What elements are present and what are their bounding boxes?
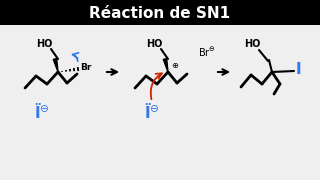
Text: HO: HO [244,39,260,49]
Text: HO: HO [146,39,162,49]
Polygon shape [53,59,58,72]
Text: $\oplus$: $\oplus$ [171,62,179,71]
Text: I: I [296,62,302,78]
Text: $\mathbf{\ddot{I}}^{\ominus}$: $\mathbf{\ddot{I}}^{\ominus}$ [34,102,50,122]
Text: $\mathrm{Br}^{\ominus}$: $\mathrm{Br}^{\ominus}$ [198,45,216,58]
Text: Réaction de SN1: Réaction de SN1 [89,6,231,21]
Text: $\mathbf{\ddot{I}}^{\ominus}$: $\mathbf{\ddot{I}}^{\ominus}$ [144,102,160,122]
Polygon shape [163,59,168,72]
Text: Br: Br [80,62,92,71]
Text: HO: HO [36,39,52,49]
Bar [0,0,320,25]
